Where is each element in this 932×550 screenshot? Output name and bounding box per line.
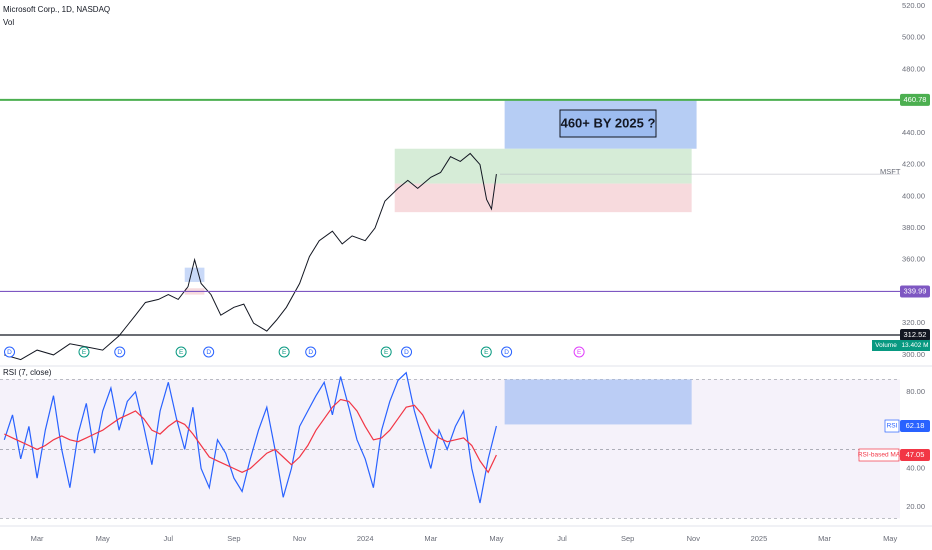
event-label: D xyxy=(308,349,313,356)
y-tick-label: 320.00 xyxy=(902,318,925,327)
x-tick-label: 2024 xyxy=(357,534,374,543)
price-badge xyxy=(900,93,930,106)
price-badge-label: 460.78 xyxy=(904,95,927,104)
event-marker xyxy=(573,346,585,358)
indicator-value-badge xyxy=(900,420,930,433)
event-marker xyxy=(278,346,290,358)
y-tick-label: 520.00 xyxy=(902,1,925,10)
y-tick-label: 360.00 xyxy=(902,255,925,264)
symbol-title: Microsoft Corp., 1D, NASDAQ xyxy=(3,5,110,14)
y-tick-label: 500.00 xyxy=(902,33,925,42)
event-marker xyxy=(4,346,16,358)
x-tick-label: Sep xyxy=(621,534,634,543)
price-badge-label: 312.52 xyxy=(904,330,927,339)
x-tick-label: Jul xyxy=(164,534,174,543)
series-line xyxy=(4,398,497,474)
x-tick-label: Jul xyxy=(557,534,567,543)
volume-badge xyxy=(900,340,930,351)
y-tick-label: 440.00 xyxy=(902,128,925,137)
y-tick-label: 400.00 xyxy=(902,191,925,200)
x-tick-label: Mar xyxy=(818,534,831,543)
event-marker xyxy=(114,346,126,358)
event-label: E xyxy=(484,349,489,356)
event-label: E xyxy=(384,349,389,356)
event-label: D xyxy=(117,349,122,356)
event-marker xyxy=(203,346,215,358)
event-label: D xyxy=(404,349,409,356)
zone-box xyxy=(184,267,205,282)
x-tick-label: Mar xyxy=(31,534,44,543)
event-marker xyxy=(175,346,187,358)
y-tick-label: 300.00 xyxy=(902,350,925,359)
zone-box xyxy=(394,183,692,213)
series-label: MSFT xyxy=(880,167,901,176)
event-label: E xyxy=(282,349,287,356)
x-tick-label: Nov xyxy=(293,534,307,543)
series-line xyxy=(4,152,497,361)
x-tick-label: Sep xyxy=(227,534,240,543)
event-marker xyxy=(380,346,392,358)
y-tick-label: 480.00 xyxy=(902,64,925,73)
rsi-title: RSI (7, close) xyxy=(3,368,52,377)
x-tick-label: Nov xyxy=(687,534,701,543)
y-tick-label: 20.00 xyxy=(906,502,925,511)
event-label: E xyxy=(179,349,184,356)
event-marker xyxy=(501,346,513,358)
indicator-name-badge xyxy=(884,419,900,433)
indicator-name: RSI-based MA xyxy=(858,452,901,459)
x-tick-label: 2025 xyxy=(751,534,768,543)
volume-title: Vol xyxy=(3,18,14,27)
y-tick-label: 420.00 xyxy=(902,160,925,169)
annotation-text: 460+ BY 2025 ? xyxy=(561,115,656,130)
price-badge-label: 339.99 xyxy=(904,286,927,295)
x-tick-label: May xyxy=(883,534,897,543)
event-label: D xyxy=(504,349,509,356)
zone-box xyxy=(504,379,692,425)
volume-value: 13.402 M xyxy=(901,342,928,349)
indicator-value-badge xyxy=(900,449,930,462)
price-badge xyxy=(900,329,930,342)
zone-box xyxy=(394,148,692,184)
indicator-name-badge xyxy=(858,448,900,462)
price-badge xyxy=(900,285,930,298)
event-marker xyxy=(78,346,90,358)
event-label: E xyxy=(577,349,582,356)
series-line xyxy=(3,371,497,504)
indicator-name: RSI xyxy=(887,423,898,430)
event-marker xyxy=(401,346,413,358)
y-tick-label: 380.00 xyxy=(902,223,925,232)
annotation-box xyxy=(559,109,657,138)
indicator-value: 62.18 xyxy=(906,421,925,430)
y-tick-label: 40.00 xyxy=(906,463,925,472)
event-label: D xyxy=(206,349,211,356)
event-label: E xyxy=(82,349,87,356)
y-tick-label: 80.00 xyxy=(906,387,925,396)
event-label: D xyxy=(7,349,12,356)
rsi-band-fill xyxy=(0,379,900,519)
event-marker xyxy=(480,346,492,358)
x-tick-label: May xyxy=(489,534,503,543)
event-marker xyxy=(305,346,317,358)
volume-name: Volume xyxy=(875,342,897,349)
x-tick-label: May xyxy=(96,534,110,543)
volume-badge-name xyxy=(872,340,900,351)
x-tick-label: Mar xyxy=(424,534,437,543)
indicator-value: 47.05 xyxy=(906,450,925,459)
